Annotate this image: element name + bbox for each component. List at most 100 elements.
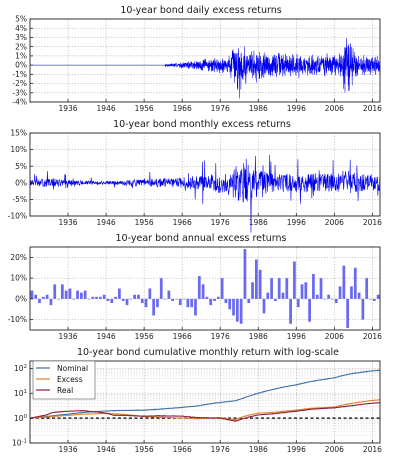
bar: [213, 298, 216, 301]
y-tick-exponent: -1: [22, 439, 27, 445]
bar: [121, 298, 125, 301]
bar: [239, 298, 243, 324]
bar: [159, 278, 163, 299]
bar: [64, 290, 68, 299]
bar: [45, 294, 49, 299]
y-tick-label: 5%: [15, 15, 27, 24]
bar: [91, 296, 95, 299]
y-tick-label: 5%: [15, 162, 27, 171]
bar: [243, 249, 247, 299]
y-tick-label: 101: [14, 389, 27, 398]
bar: [216, 296, 220, 299]
bar: [365, 278, 369, 299]
x-tick-label: 1976: [211, 445, 230, 454]
x-tick-label: 1966: [173, 332, 192, 341]
chart-title: 10-year bond cumulative monthly return w…: [77, 347, 339, 358]
x-tick-label: 1996: [287, 332, 306, 341]
bar: [289, 298, 292, 324]
series-line: [29, 369, 381, 419]
y-tick-label: -1%: [12, 70, 27, 79]
y-tick-label: 0%: [15, 178, 27, 187]
bar: [76, 290, 79, 299]
y-tick-label: -10%: [8, 212, 27, 221]
bar: [49, 298, 53, 306]
bar: [171, 298, 175, 301]
bar: [79, 292, 83, 299]
panel-monthly: 10-year bond monthly excess returns -10%…: [8, 119, 383, 233]
x-tick-label: 1956: [135, 218, 154, 227]
bar: [209, 298, 213, 306]
bar: [148, 288, 152, 299]
bar: [327, 294, 331, 299]
y-tick-label: -4%: [12, 98, 27, 107]
bar: [277, 278, 281, 299]
x-tick-label: 1956: [135, 445, 154, 454]
y-tick-label: 4%: [15, 24, 27, 33]
x-tick-label: 1936: [58, 218, 77, 227]
bar: [357, 292, 361, 299]
y-tick-label: -10%: [8, 315, 27, 324]
bar: [102, 294, 106, 299]
bar: [296, 298, 300, 308]
bar: [114, 296, 117, 299]
bar: [34, 294, 38, 299]
bar: [190, 298, 194, 308]
x-tick-label: 1966: [173, 104, 192, 113]
bar: [342, 265, 346, 299]
y-tick-label: 10-1: [12, 439, 27, 448]
bar: [38, 298, 41, 304]
bar: [133, 294, 136, 299]
x-tick-label: 1966: [173, 445, 192, 454]
bar: [308, 298, 311, 322]
x-tick-label: 2006: [325, 332, 344, 341]
series-line: [30, 38, 381, 99]
bar: [53, 284, 57, 299]
bar: [285, 278, 289, 299]
series-line: [29, 155, 381, 233]
bar: [281, 292, 285, 299]
axes: -10% -5% 0% 5% 10% 15% 1936 1946 1956 1966 1976 198…: [8, 129, 383, 227]
y-tick-label: 0%: [15, 61, 27, 70]
legend-label: Excess: [57, 375, 83, 384]
bar: [178, 298, 182, 306]
x-tick-label: 1986: [249, 218, 268, 227]
bar: [41, 296, 45, 299]
chart-title: 10-year bond annual excess returns: [116, 233, 287, 244]
y-tick-label: 10%: [10, 145, 27, 154]
grid: [30, 247, 380, 330]
panel-cumulative: 10-year bond cumulative monthly return w…: [12, 347, 382, 454]
bar: [334, 298, 338, 304]
x-tick-label: 1996: [287, 445, 306, 454]
x-tick-label: 1986: [249, 445, 268, 454]
bar: [353, 267, 357, 299]
x-tick-label: 1986: [249, 104, 268, 113]
plot-area: [30, 38, 381, 99]
bar: [312, 273, 315, 299]
y-tick-exponent: 2: [24, 364, 28, 370]
x-tick-label: 2016: [363, 104, 382, 113]
bar: [369, 298, 372, 300]
bar: [201, 284, 205, 299]
bar: [197, 276, 201, 299]
bar: [319, 278, 323, 299]
x-tick-label: 1936: [58, 104, 77, 113]
bar: [304, 282, 308, 299]
y-tick-label: 3%: [15, 33, 27, 42]
bar: [350, 286, 353, 299]
bar: [251, 282, 254, 299]
bar: [175, 298, 178, 300]
x-tick-label: 1936: [58, 332, 77, 341]
bar: [323, 298, 327, 300]
bar: [95, 296, 98, 299]
bar: [68, 288, 72, 299]
bar: [274, 298, 277, 301]
y-tick-label: 20%: [10, 253, 27, 262]
panel-annual: 10-year bond annual excess returns -10% 0…: [8, 233, 383, 341]
bar: [372, 298, 376, 301]
bar: [194, 298, 197, 316]
bar: [186, 298, 190, 308]
bar: [205, 296, 209, 299]
bar: [72, 298, 76, 300]
bar: [247, 298, 251, 304]
